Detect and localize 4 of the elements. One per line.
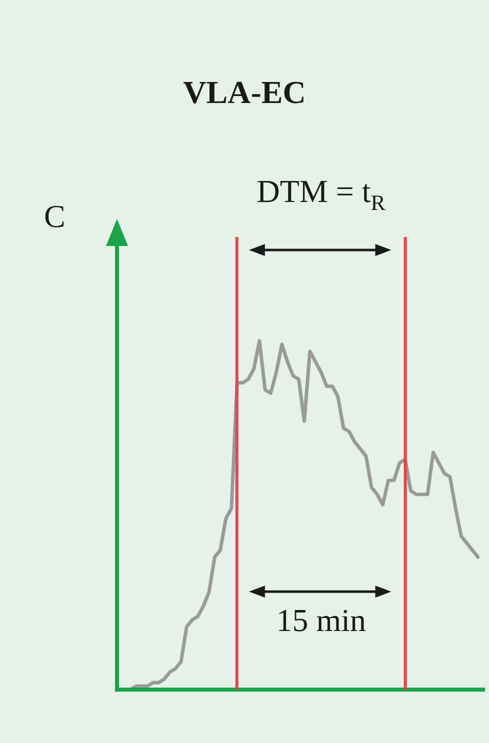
chart-title: VLA-EC bbox=[182, 74, 307, 111]
y-axis-title: C bbox=[44, 198, 66, 235]
text: DTM = t$_{R}$ bbox=[256, 173, 386, 216]
annotation: 15 min bbox=[276, 602, 366, 639]
